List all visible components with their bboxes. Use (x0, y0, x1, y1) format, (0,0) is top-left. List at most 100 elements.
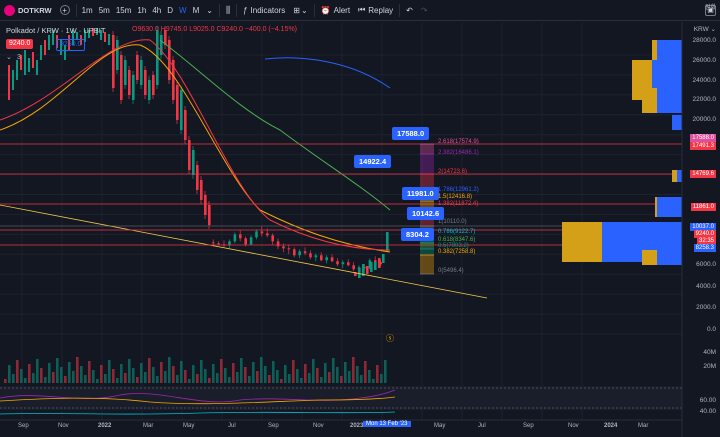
indicator-count[interactable]: 3 (17, 54, 21, 61)
candle-body (276, 241, 280, 247)
candle-body (358, 268, 361, 278)
fib-zone (420, 201, 434, 208)
time-tick: Sep (18, 423, 29, 429)
candle-body (239, 234, 242, 239)
lock-button[interactable]: ▣ (701, 0, 720, 21)
undo-button[interactable]: ↶ (402, 0, 417, 21)
time-tick: Mar (638, 423, 649, 429)
timeframe-1h[interactable]: 1h (137, 5, 147, 15)
volume-bar (48, 363, 51, 383)
chevron-down-icon: ⌄ (206, 5, 213, 15)
volume-bar (60, 367, 63, 383)
volume-bar (376, 365, 379, 383)
buy-price-box[interactable]: 9250.0 (56, 39, 86, 51)
volume-bar (300, 378, 303, 383)
ma-red (0, 39, 391, 251)
price-tag[interactable]: 9240.0 (693, 230, 716, 238)
price-callout[interactable]: 14922.4 (354, 155, 392, 168)
price-tag[interactable]: 17588.0 (690, 134, 716, 142)
time-tick: Jul (478, 423, 486, 429)
timeframe-4h[interactable]: 4h (152, 5, 162, 15)
volume-bar (24, 378, 27, 383)
volume-bar (8, 365, 11, 383)
symbol-label: DOTKRW (18, 5, 52, 15)
symbol-search[interactable]: DOTKRW (0, 0, 56, 21)
history-candle (28, 58, 30, 72)
replay-button[interactable]: ⏮ Replay (354, 0, 397, 21)
volume-bar (56, 358, 59, 383)
volume-profile-bar (672, 170, 677, 182)
oscillator-tick: 60.00 (699, 397, 716, 404)
price-callout[interactable]: 8304.2 (401, 228, 434, 241)
history-candle (52, 30, 54, 45)
candle-body (112, 35, 115, 88)
fib-level-label: 0.382(7258.8) (438, 249, 476, 255)
chart-type-button[interactable]: ⫼ (222, 0, 234, 21)
timeframe-m[interactable]: M (192, 5, 200, 15)
history-candle (100, 30, 102, 40)
redo-button[interactable]: ↷ (417, 0, 432, 21)
indicators-button[interactable]: ƒ Indicators (239, 0, 289, 21)
templates-button[interactable]: ⊞ ⌄ (289, 0, 311, 21)
candle-body (144, 70, 147, 95)
volume-bar (240, 358, 243, 383)
chart-canvas[interactable] (0, 21, 720, 437)
price-tag[interactable]: 10037.0 (690, 223, 716, 231)
timeframe-15m[interactable]: 15m (115, 5, 132, 15)
compare-button[interactable]: + (56, 0, 74, 21)
candle-body (192, 150, 195, 175)
price-tag[interactable]: 17491.3 (690, 142, 716, 150)
candle-body (233, 234, 237, 242)
volume-bar (44, 377, 47, 383)
price-tag[interactable]: 11861.0 (690, 203, 716, 211)
history-candle (108, 34, 110, 45)
price-tick: 20000.0 (692, 116, 717, 123)
candle-body (208, 205, 211, 225)
price-callout[interactable]: 10142.6 (407, 207, 445, 220)
oscillator-tick: 40.00 (699, 408, 716, 415)
candle-body (140, 60, 143, 85)
currency-label[interactable]: KRW ⌄ (693, 26, 716, 33)
history-candle (60, 40, 62, 55)
timeframe-w[interactable]: W (179, 5, 187, 15)
volume-bar (104, 374, 107, 383)
history-candle (12, 70, 14, 90)
price-tag[interactable]: 8258.3 (693, 244, 716, 252)
candle-body (120, 55, 123, 100)
candle-body (184, 110, 187, 140)
fib-level-label: 1.382(11872.4) (438, 201, 479, 207)
volume-bar (112, 369, 115, 383)
history-candle (76, 32, 78, 40)
volume-bar (64, 376, 67, 383)
timeframe-5m[interactable]: 5m (98, 5, 110, 15)
symbol-legend: Polkadot / KRW · 1W · UPBIT (6, 26, 105, 35)
volume-bar (380, 374, 383, 383)
volume-bar (136, 377, 139, 383)
timeframe-1m[interactable]: 1m (81, 5, 93, 15)
volume-bar (224, 368, 227, 383)
volume-bar (100, 365, 103, 383)
price-tag[interactable]: 14769.6 (690, 170, 716, 178)
collapse-legend-icon[interactable]: ⌄ (6, 54, 12, 61)
timeframe-dropdown[interactable]: ⌄ (202, 0, 217, 21)
volume-bar (284, 365, 287, 383)
lightning-icon[interactable]: ⓢ (386, 334, 394, 343)
sell-price-box[interactable]: 9240.0 (6, 39, 34, 49)
price-tick: 4000.0 (696, 283, 716, 290)
price-tag[interactable]: 32:35 (696, 237, 716, 245)
alert-button[interactable]: ⏰ Alert (317, 0, 354, 21)
candle-body (116, 40, 119, 70)
candle-body (132, 75, 135, 100)
price-callout[interactable]: 11981.0 (402, 187, 439, 200)
volume-tick: 20M (703, 363, 716, 370)
timeframe-d[interactable]: D (167, 5, 174, 15)
divider (218, 3, 220, 17)
candle-body (282, 246, 285, 249)
chart-area[interactable] (0, 21, 720, 437)
candle-body (347, 262, 350, 266)
candle-body (148, 80, 151, 100)
ma-blue (264, 57, 391, 89)
price-callout[interactable]: 17588.0 (392, 127, 430, 140)
candle-body (368, 260, 372, 269)
